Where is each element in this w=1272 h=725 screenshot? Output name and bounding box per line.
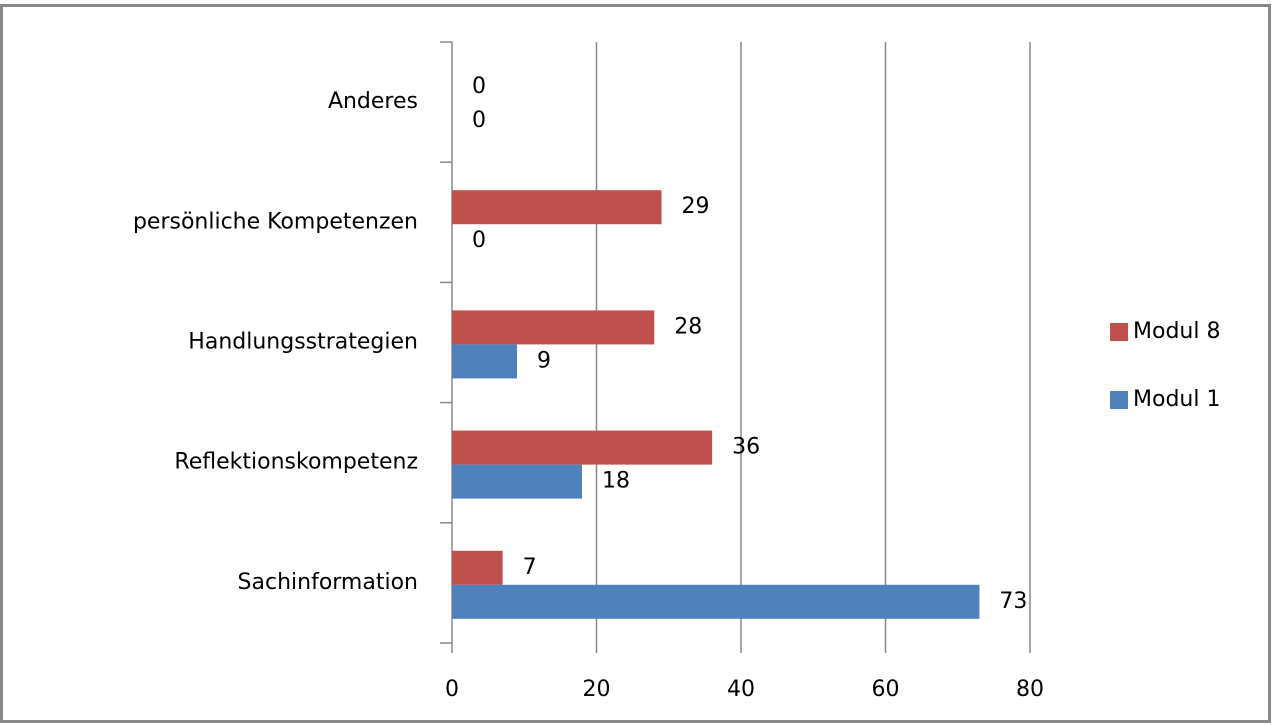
y-tick-label: Sachinformation xyxy=(238,570,418,595)
y-tick-label: Anderes xyxy=(328,89,418,114)
data-label: 36 xyxy=(732,435,760,460)
bar xyxy=(452,430,713,465)
legend-swatch xyxy=(1110,391,1128,409)
x-tick-label: 40 xyxy=(727,677,755,702)
data-label: 73 xyxy=(999,589,1027,614)
x-tick-label: 20 xyxy=(583,677,611,702)
legend-label: Modul 8 xyxy=(1133,319,1220,344)
y-tick-label: Handlungsstrategien xyxy=(188,330,418,355)
data-label: 0 xyxy=(472,74,486,99)
bar xyxy=(452,344,518,379)
legend-swatch xyxy=(1110,323,1128,341)
bar xyxy=(452,464,583,499)
bar xyxy=(452,310,655,345)
y-tick-label: persönliche Kompetenzen xyxy=(133,209,418,234)
x-tick-label: 60 xyxy=(872,677,900,702)
data-label: 0 xyxy=(472,228,486,253)
x-tick-label: 80 xyxy=(1016,677,1044,702)
x-tick-label: 0 xyxy=(445,677,459,702)
data-label: 28 xyxy=(674,314,702,339)
legend-label: Modul 1 xyxy=(1133,387,1220,412)
data-label: 0 xyxy=(472,108,486,133)
y-tick-label: Reflektionskompetenz xyxy=(174,450,418,475)
data-label: 7 xyxy=(523,555,537,580)
bar xyxy=(452,190,662,225)
data-label: 9 xyxy=(537,348,551,373)
bar xyxy=(452,584,980,619)
bar xyxy=(452,550,503,585)
data-label: 29 xyxy=(682,194,710,219)
data-label: 18 xyxy=(602,469,630,494)
